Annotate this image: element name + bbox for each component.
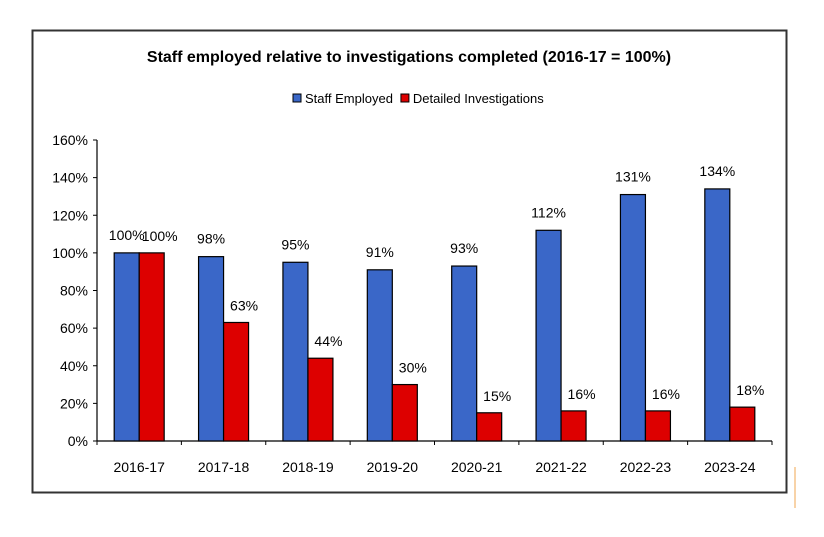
data-label-detailed-investigations: 16% [568, 386, 596, 402]
x-tick-label: 2017-18 [198, 459, 250, 475]
data-label-staff-employed: 93% [450, 240, 478, 256]
bar-detailed-investigations-2020-21 [476, 412, 503, 442]
bar-staff-employed-2020-21 [451, 265, 478, 442]
data-label-detailed-investigations: 15% [483, 388, 511, 404]
y-tick-label: 160% [52, 132, 88, 148]
bar-detailed-investigations-2023-24 [729, 406, 756, 442]
data-label-staff-employed: 131% [615, 169, 651, 185]
data-label-detailed-investigations: 18% [736, 382, 764, 398]
legend-swatch-1 [400, 93, 410, 103]
bar-staff-employed-2023-24 [704, 188, 731, 442]
data-label-staff-employed: 100% [109, 227, 145, 243]
data-label-detailed-investigations: 63% [230, 297, 258, 313]
legend-label-1: Detailed Investigations [413, 91, 544, 106]
y-tick-label: 80% [60, 283, 88, 299]
bar-staff-employed-2018-19 [282, 261, 309, 442]
x-tick-label: 2021-22 [535, 459, 587, 475]
y-tick-label: 100% [52, 245, 88, 261]
y-tick-label: 40% [60, 358, 88, 374]
y-tick-label: 140% [52, 170, 88, 186]
data-label-detailed-investigations: 16% [652, 386, 680, 402]
legend-label-0: Staff Employed [305, 91, 393, 106]
bar-detailed-investigations-2016-17 [138, 252, 165, 442]
x-tick-label: 2016-17 [113, 459, 165, 475]
data-label-detailed-investigations: 100% [142, 228, 178, 244]
bars [113, 188, 756, 442]
y-tick-label: 0% [68, 433, 88, 449]
y-tick-label: 60% [60, 320, 88, 336]
data-labels: 100%100% 98% 63% 95% 44% 91% 30% 93% 15% 112% 16% 1… [109, 163, 765, 404]
x-tick-label: 2023-24 [704, 459, 756, 475]
x-tick-label: 2018-19 [282, 459, 334, 475]
bar-detailed-investigations-2022-23 [644, 410, 672, 442]
legend: Staff Employed Detailed Investigations [292, 91, 544, 106]
x-tick-label: 2020-21 [451, 459, 503, 475]
bar-staff-employed-2017-18 [197, 256, 225, 442]
bar-detailed-investigations-2018-19 [307, 357, 334, 442]
data-label-staff-employed: 112% [531, 204, 566, 220]
legend-swatch-0 [292, 93, 302, 103]
data-label-detailed-investigations: 44% [314, 333, 342, 349]
bar-detailed-investigations-2017-18 [222, 321, 250, 442]
bar-staff-employed-2019-20 [366, 269, 393, 442]
bar-staff-employed-2016-17 [113, 252, 140, 442]
y-tick-label: 120% [52, 207, 88, 223]
data-label-detailed-investigations: 30% [399, 360, 427, 376]
bar-staff-employed-2021-22 [535, 229, 562, 442]
bar-detailed-investigations-2019-20 [391, 383, 418, 442]
y-tick-label: 20% [60, 395, 88, 411]
data-label-staff-employed: 95% [281, 236, 309, 252]
data-label-staff-employed: 91% [366, 244, 394, 260]
chart-title: Staff employed relative to investigation… [147, 49, 671, 66]
data-label-staff-employed: 134% [699, 163, 735, 179]
bar-detailed-investigations-2021-22 [560, 410, 587, 442]
x-tick-label: 2022-23 [620, 459, 672, 475]
data-label-staff-employed: 98% [197, 231, 225, 247]
y-axis: 0% 20% 40% 60% 80% 100% 120% 140% 160% [52, 132, 98, 449]
bar-staff-employed-2022-23 [619, 193, 647, 442]
x-tick-label: 2019-20 [367, 459, 419, 475]
